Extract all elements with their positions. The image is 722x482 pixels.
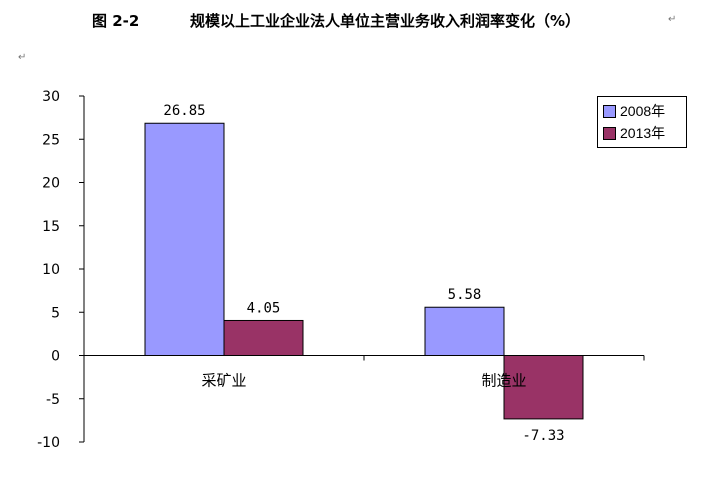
y-tick-label: 20 (42, 176, 60, 192)
bar-2013-mining (223, 319, 304, 356)
legend-swatch-2013 (603, 126, 616, 140)
paragraph-mark-title: ↵ (668, 14, 677, 25)
y-tick-label: -10 (37, 435, 60, 451)
y-tick-label: 15 (42, 219, 60, 235)
y-tick-label: 0 (51, 349, 60, 365)
legend-swatch-2008 (603, 104, 616, 118)
y-tick-label: 5 (51, 305, 60, 321)
data-label: -7.33 (522, 428, 564, 444)
legend: 2008年 2013年 (597, 96, 687, 148)
y-tick-label: -5 (46, 392, 60, 408)
chart-title: 规模以上工业企业法人单位主营业务收入利润率变化（%） (190, 12, 581, 30)
data-label: 5.58 (448, 287, 482, 303)
category-label: 采矿业 (201, 372, 246, 390)
y-tick-label: 30 (42, 89, 60, 105)
y-tick-label: 10 (42, 262, 60, 278)
legend-item-2013: 2013年 (603, 124, 665, 142)
category-label: 制造业 (481, 372, 526, 390)
paragraph-mark-empty-line: ↵ (18, 52, 27, 63)
bar-2008-manufacturing (424, 306, 505, 356)
legend-item-2008: 2008年 (603, 102, 665, 120)
data-label: 26.85 (163, 103, 205, 119)
legend-label-2013: 2013年 (620, 125, 666, 141)
y-tick-label: 25 (42, 132, 60, 148)
data-label: 4.05 (247, 300, 281, 316)
bar-2013-manufacturing (503, 355, 584, 420)
legend-label-2008: 2008年 (620, 103, 666, 119)
label-layer: 26.85 5.58 4.05 -7.33 采矿业 制造业 (163, 103, 564, 444)
bar-layer (144, 122, 584, 420)
chart-caption: 图 2-2 规模以上工业企业法人单位主营业务收入利润率变化（%） (0, 10, 722, 34)
figure-number: 图 2-2 (92, 12, 140, 30)
bar-2008-mining (144, 122, 225, 356)
